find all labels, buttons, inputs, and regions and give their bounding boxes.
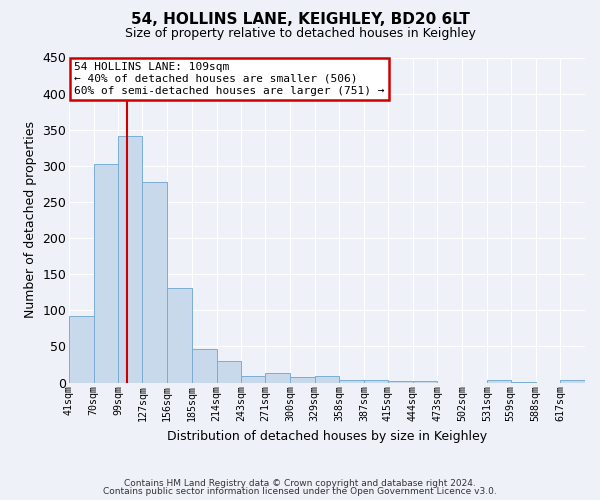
Bar xyxy=(142,182,167,382)
Bar xyxy=(413,381,437,382)
Bar xyxy=(340,380,364,382)
Bar xyxy=(217,361,241,382)
Bar xyxy=(118,136,142,382)
Text: Size of property relative to detached houses in Keighley: Size of property relative to detached ho… xyxy=(125,28,475,40)
Bar xyxy=(290,378,314,382)
Bar xyxy=(167,288,192,382)
Bar xyxy=(241,376,265,382)
Text: 54, HOLLINS LANE, KEIGHLEY, BD20 6LT: 54, HOLLINS LANE, KEIGHLEY, BD20 6LT xyxy=(131,12,469,28)
Bar xyxy=(314,376,340,382)
Y-axis label: Number of detached properties: Number of detached properties xyxy=(24,122,37,318)
Bar xyxy=(487,380,511,382)
Bar xyxy=(94,164,118,382)
Text: Contains public sector information licensed under the Open Government Licence v3: Contains public sector information licen… xyxy=(103,487,497,496)
Bar xyxy=(69,316,94,382)
X-axis label: Distribution of detached houses by size in Keighley: Distribution of detached houses by size … xyxy=(167,430,487,442)
Bar xyxy=(192,350,217,382)
Bar xyxy=(388,381,413,382)
Text: Contains HM Land Registry data © Crown copyright and database right 2024.: Contains HM Land Registry data © Crown c… xyxy=(124,478,476,488)
Text: 54 HOLLINS LANE: 109sqm
← 40% of detached houses are smaller (506)
60% of semi-d: 54 HOLLINS LANE: 109sqm ← 40% of detache… xyxy=(74,62,385,96)
Bar xyxy=(560,380,585,382)
Bar xyxy=(265,373,290,382)
Bar xyxy=(364,380,388,382)
